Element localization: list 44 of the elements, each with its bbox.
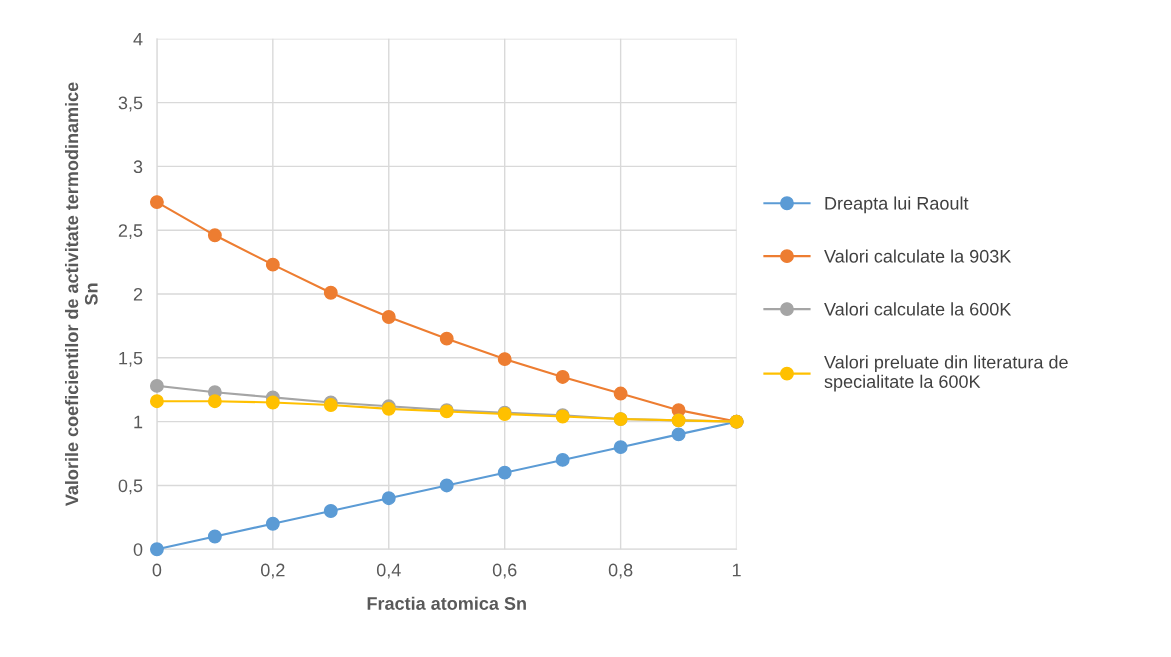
y-tick-label: 2 [133,287,143,301]
point [149,378,164,393]
legend-label: Dreapta lui Raoult [825,196,969,214]
point [149,195,164,210]
point [323,504,338,518]
point [439,331,454,346]
y-axis-title: Valorile coeficientilor de activitate termodinamice Sn [64,82,98,507]
y-tick-label: 1 [134,415,143,429]
point [555,370,570,384]
legend-label: Valori preluate din literatura de specialitate la 600K [824,355,1068,392]
point [381,491,396,506]
point [555,452,570,467]
point [207,394,222,409]
point [613,386,628,401]
point [265,257,280,272]
point [265,395,280,410]
point [207,529,222,544]
x-tick-label: 0,2 [261,563,285,579]
y-tick-label: 4 [133,32,143,46]
y-tick-label: 3 [133,160,143,174]
x-tick-label: 0,8 [608,563,633,579]
x-tick-label: 1 [732,563,741,577]
legend-label: Valori calculate la 903K [824,249,1012,263]
x-axis-title: Fractia atomica Sn [367,596,526,610]
x-tick-label: 0 [152,563,162,577]
point [497,352,512,367]
point [149,394,164,409]
point [323,285,338,300]
point [439,478,454,493]
x-tick-label: 0,4 [376,563,401,579]
y-tick-label: 1,5 [119,351,143,367]
point [207,228,222,243]
y-tick-label: 0 [133,543,143,556]
point [613,440,628,455]
point [149,542,164,557]
y-tick-label: 0,5 [118,479,143,495]
point [497,465,512,480]
y-tick-label: 2,5 [118,224,143,240]
point [671,427,686,442]
point [265,516,280,531]
legend-label: Valori calculate la 600K [824,302,1012,316]
x-tick-label: 0,6 [492,563,517,579]
point [381,310,396,324]
y-tick-label: 3,5 [118,96,143,112]
